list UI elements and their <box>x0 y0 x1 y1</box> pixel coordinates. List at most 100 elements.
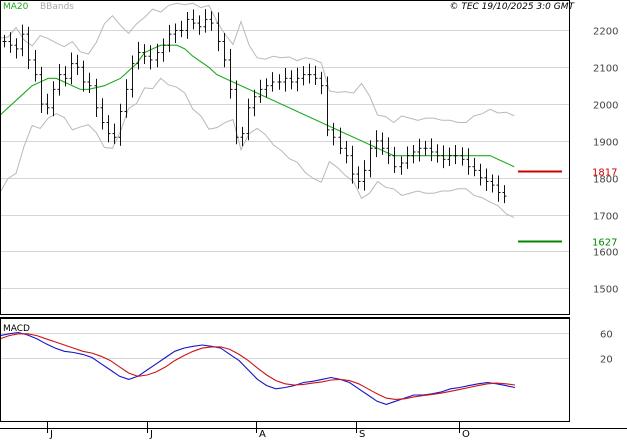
ohlc-bar <box>307 63 312 84</box>
ohlc-bar <box>191 9 196 30</box>
ohlc-bar <box>295 67 300 92</box>
ohlc-bar <box>51 81 56 117</box>
ohlc-bar <box>148 45 153 70</box>
ohlc-bar <box>118 103 123 146</box>
price-grid: 1500 1600 1700 1800 1900 2000 2100 2200 <box>0 27 618 296</box>
ohlc-bar <box>69 52 74 85</box>
ohlc-bar <box>435 144 440 163</box>
ohlc-bar <box>173 23 178 43</box>
ohlc-bar <box>81 60 86 92</box>
ohlc-bar <box>362 160 367 191</box>
ohlc-bar <box>112 123 117 144</box>
ohlc-bar <box>2 34 7 48</box>
ohlc-bar <box>106 115 111 143</box>
ohlc-bar <box>344 140 349 164</box>
ohlc-bar <box>167 24 172 53</box>
ohlc-bar <box>87 72 92 94</box>
ohlc-bar <box>8 32 13 53</box>
month-tick-label: A <box>259 429 266 440</box>
ohlc-bar <box>496 175 501 202</box>
ohlc-bar <box>368 140 373 178</box>
ohlc-bar <box>411 144 416 164</box>
month-tick-label: O <box>462 429 470 440</box>
price-tick-label: 1700 <box>593 212 618 223</box>
ohlc-bar <box>386 137 391 165</box>
ohlc-bar <box>216 12 221 52</box>
price-tick-label: 1600 <box>593 248 618 259</box>
ohlc-bar <box>246 98 251 141</box>
ohlc-bar <box>423 140 428 156</box>
ohlc-bar <box>197 15 202 35</box>
ohlc-bar <box>478 163 483 186</box>
price-panel-frame <box>0 0 570 315</box>
price-tick-label: 2200 <box>593 27 618 38</box>
ohlc-bar <box>313 65 318 85</box>
macd-line <box>0 331 516 405</box>
price-tick-label: 2100 <box>593 64 618 75</box>
ohlc-bar <box>405 146 410 169</box>
ohlc-bar <box>179 20 184 38</box>
ma20-polyline <box>0 44 515 168</box>
ohlc-bar <box>240 126 245 147</box>
ohlc-bar <box>57 63 62 96</box>
ohlc-bar <box>142 44 147 64</box>
macd-lines <box>0 331 516 405</box>
ohlc-bar <box>338 127 343 155</box>
macd-tick-label: 20 <box>600 355 613 366</box>
ohlc-bar <box>325 76 330 137</box>
bollinger-bands <box>0 2 515 218</box>
legend-ma20: MA20 <box>3 2 29 12</box>
ohlc-bar <box>484 168 489 192</box>
ohlc-bar <box>228 48 233 99</box>
ohlc-bar <box>380 132 385 155</box>
ma20-line <box>0 44 515 168</box>
price-tick-label: 1500 <box>593 285 618 296</box>
ohlc-bar <box>399 156 404 175</box>
price-levels: 1817 1627 <box>518 167 617 248</box>
ohlc-bar <box>289 70 294 90</box>
ohlc-bar <box>319 71 324 95</box>
ohlc-bar <box>277 74 282 90</box>
level-label: 1627 <box>592 237 617 248</box>
macd-panel-frame <box>0 318 570 422</box>
ohlc-bar <box>100 98 105 130</box>
ohlc-bar <box>155 43 160 68</box>
ohlc-bar <box>441 145 446 169</box>
month-tick-label: S <box>359 429 365 440</box>
ohlc-bar <box>14 38 19 59</box>
ohlc-bar <box>417 138 422 162</box>
ohlc-bar <box>331 122 336 146</box>
ohlc-bar <box>264 78 269 98</box>
month-tick-label: J <box>149 429 153 440</box>
ohlc-bar <box>258 79 263 104</box>
legend-bbands: BBands <box>40 2 74 12</box>
ohlc-bar <box>350 145 355 184</box>
ohlc-bar <box>466 148 471 175</box>
ohlc-bar <box>392 146 397 173</box>
bband-upper <box>0 2 515 124</box>
ohlc-bar <box>502 185 507 204</box>
signal-line <box>0 333 516 400</box>
ohlc-bar <box>472 157 477 177</box>
ohlc-bar <box>283 68 288 92</box>
level-label: 1817 <box>592 167 617 178</box>
ohlc-bar <box>203 9 208 33</box>
ohlc-bar <box>75 54 80 76</box>
price-bars <box>2 9 507 204</box>
ohlc-bar <box>45 93 50 115</box>
bband-lower <box>0 77 515 218</box>
ohlc-bar <box>26 26 31 70</box>
ohlc-bar <box>161 38 166 62</box>
ohlc-bar <box>185 12 190 39</box>
ohlc-bar <box>490 174 495 193</box>
price-tick-label: 1800 <box>593 175 618 186</box>
ohlc-bar <box>252 89 257 117</box>
ohlc-bar <box>33 49 38 82</box>
price-tick-label: 1900 <box>593 138 618 149</box>
ohlc-bar <box>130 55 135 98</box>
ohlc-bar <box>39 66 44 113</box>
